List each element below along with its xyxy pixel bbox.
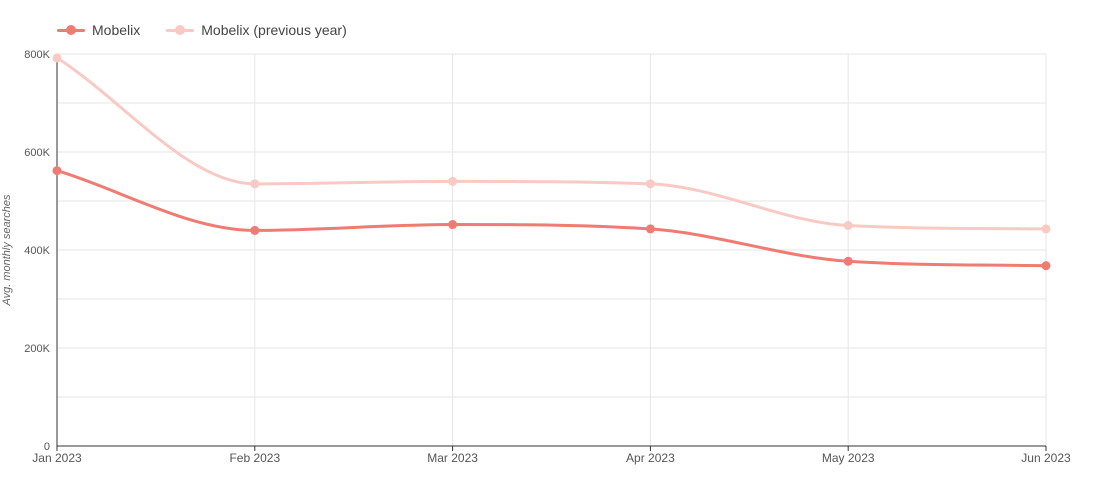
x-tick-label: Jan 2023 bbox=[32, 451, 82, 465]
legend: Mobelix Mobelix (previous year) bbox=[57, 22, 347, 38]
series-line-mobelix-previous-year bbox=[55, 56, 1048, 231]
data-point-mobelix[interactable] bbox=[250, 225, 260, 235]
data-point-mobelix[interactable] bbox=[1041, 261, 1051, 271]
legend-dot-mobelix-previous-year bbox=[175, 25, 186, 35]
legend-label-mobelix: Mobelix bbox=[92, 22, 141, 38]
legend-item-mobelix-previous-year[interactable]: Mobelix (previous year) bbox=[166, 22, 347, 38]
x-tick-label: Apr 2023 bbox=[626, 451, 675, 465]
legend-swatch-mobelix bbox=[57, 24, 85, 36]
legend-swatch-mobelix-previous-year bbox=[166, 24, 195, 36]
y-tick-label: 600K bbox=[24, 147, 50, 159]
data-point-mobelix-previous-year[interactable] bbox=[1041, 224, 1051, 234]
data-point-mobelix-previous-year[interactable] bbox=[843, 221, 853, 230]
x-tick-label: Feb 2023 bbox=[229, 451, 280, 465]
legend-label-mobelix-previous-year: Mobelix (previous year) bbox=[201, 22, 347, 38]
series-line-mobelix bbox=[55, 169, 1048, 268]
data-point-mobelix[interactable] bbox=[448, 220, 458, 230]
legend-item-mobelix[interactable]: Mobelix bbox=[57, 22, 140, 38]
y-tick-label: 800K bbox=[24, 49, 50, 61]
data-point-mobelix-previous-year[interactable] bbox=[250, 179, 260, 189]
data-point-mobelix-previous-year[interactable] bbox=[448, 176, 458, 186]
y-tick-label: 400K bbox=[24, 245, 50, 257]
data-point-mobelix-previous-year[interactable] bbox=[52, 53, 62, 63]
x-tick-label: Jun 2023 bbox=[1021, 451, 1071, 465]
y-tick-label: 0 bbox=[44, 441, 50, 453]
x-tick-label: May 2023 bbox=[822, 451, 875, 465]
x-tick-label: Mar 2023 bbox=[427, 451, 478, 465]
data-point-mobelix[interactable] bbox=[645, 224, 655, 234]
data-point-mobelix[interactable] bbox=[843, 256, 853, 266]
data-point-mobelix[interactable] bbox=[52, 166, 62, 176]
data-point-mobelix-previous-year[interactable] bbox=[645, 179, 655, 189]
legend-dot-mobelix bbox=[66, 25, 76, 35]
y-tick-label: 200K bbox=[24, 343, 50, 355]
